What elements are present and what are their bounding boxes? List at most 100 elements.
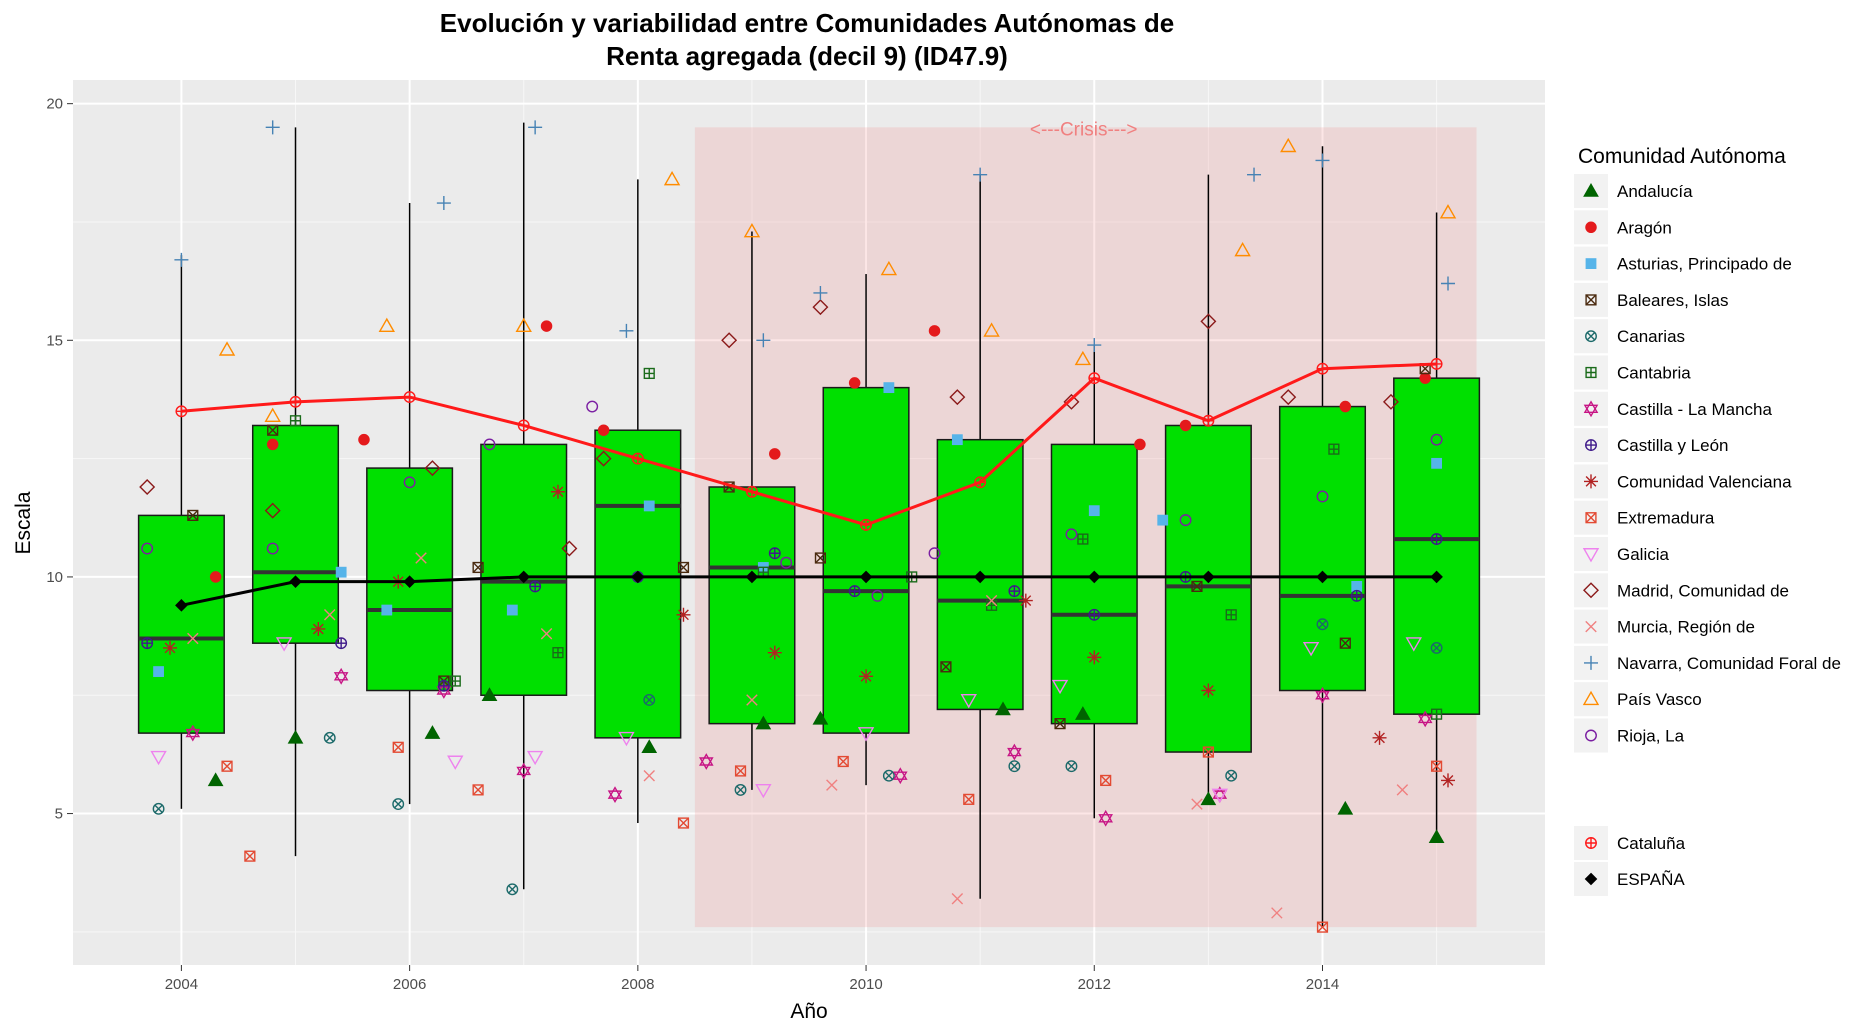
y-tick-label: 15 (46, 332, 63, 349)
legend-item-key-x (1585, 512, 1597, 524)
line-point (1430, 358, 1443, 370)
data-point (1074, 706, 1091, 720)
data-point-box (1316, 921, 1329, 933)
line-point (517, 570, 531, 584)
data-point-x (1067, 762, 1076, 771)
data-point (677, 561, 690, 574)
data-point (415, 552, 427, 564)
box (1278, 405, 1367, 692)
series-13 (174, 120, 1456, 353)
x-tick-label: 2010 (849, 976, 882, 993)
data-point (185, 724, 201, 742)
box (1050, 443, 1138, 725)
data-point-x (394, 799, 403, 809)
data-point (892, 767, 908, 785)
data-point (529, 580, 542, 593)
line-point-plus (1431, 358, 1442, 370)
data-point-plus (529, 581, 541, 592)
data-point (663, 170, 681, 186)
data-point (150, 750, 167, 766)
data-point-box (1202, 746, 1214, 758)
data-point (378, 317, 396, 333)
data-point (743, 223, 761, 238)
data-point (812, 710, 829, 725)
data-point-box (940, 661, 952, 673)
data-point (973, 167, 988, 182)
legend-item-key-plus (1586, 367, 1596, 378)
line-point (974, 476, 987, 489)
data-point (436, 196, 451, 211)
legend-line-item-key (1585, 837, 1597, 849)
data-point-x (1432, 643, 1441, 653)
series-11 (139, 299, 1399, 557)
legend-item-key (1584, 655, 1598, 670)
legend-key-bg (1574, 573, 1608, 608)
legend-item-label: Andalucía (1617, 182, 1693, 201)
line-point-plus (518, 420, 529, 431)
legend-item-key (1583, 582, 1599, 599)
data-point (1396, 784, 1409, 796)
line-point-plus (290, 396, 301, 408)
data-point (983, 322, 1000, 337)
series-3 (187, 363, 1431, 730)
line-point (517, 419, 530, 432)
data-point (1098, 809, 1113, 827)
data-point (1417, 710, 1433, 728)
series-15 (141, 400, 1443, 602)
data-point (755, 783, 772, 799)
x-tick-label: 2014 (1306, 976, 1339, 993)
legend-item-key-down (1583, 404, 1599, 418)
data-point-up (1098, 809, 1113, 823)
legend-key-bg (1574, 718, 1608, 753)
legend-item-key (1584, 474, 1598, 489)
data-point (437, 679, 450, 692)
data-point (1074, 350, 1092, 366)
line-0 (181, 362, 1437, 527)
data-point-x (678, 562, 689, 573)
legend-item-label: Aragón (1617, 218, 1672, 237)
legend-item-key (1585, 512, 1597, 524)
legend-line-item-label: ESPAÑA (1617, 870, 1685, 889)
data-point (985, 594, 998, 607)
data-point (1201, 683, 1216, 698)
legend-item-key (1585, 258, 1597, 270)
line-point (631, 452, 644, 465)
legend-item-label: Canarias (1617, 327, 1685, 346)
data-point-up (607, 786, 623, 799)
data-point (848, 585, 861, 598)
x-axis-title: Año (790, 1000, 827, 1022)
data-point (1008, 585, 1021, 598)
data-point (139, 479, 156, 495)
data-point-plus (553, 647, 563, 658)
data-point-x (1318, 620, 1327, 629)
legend-item-key (1585, 439, 1597, 452)
data-point-ring (734, 783, 747, 796)
data-point (424, 460, 441, 477)
line-point (1087, 570, 1101, 584)
legend-item-label: Asturias, Principado de (1617, 255, 1792, 274)
data-point (1225, 769, 1238, 782)
data-point (540, 627, 553, 640)
data-point (1315, 153, 1330, 168)
data-point (1065, 760, 1078, 773)
data-point (1316, 921, 1329, 933)
data-point (1405, 637, 1422, 652)
x-tick-label: 2012 (1078, 976, 1111, 993)
legend-item-key-ring (1585, 330, 1597, 343)
data-point (540, 320, 553, 332)
data-point (506, 604, 518, 616)
data-point (1441, 276, 1456, 291)
data-point (607, 786, 623, 804)
legend-item-key-x (1585, 294, 1597, 306)
data-point (333, 667, 349, 685)
crisis-label: <---Crisis---> (1030, 119, 1138, 140)
data-point-plus (1009, 585, 1020, 597)
data-point-down (1315, 691, 1330, 704)
legend-item-label: Comunidad Valenciana (1617, 472, 1792, 491)
box (1164, 424, 1252, 753)
data-point (516, 762, 532, 780)
data-point (1430, 641, 1443, 654)
data-point (618, 731, 635, 747)
data-point-up (892, 767, 908, 780)
data-point-x (736, 785, 745, 795)
